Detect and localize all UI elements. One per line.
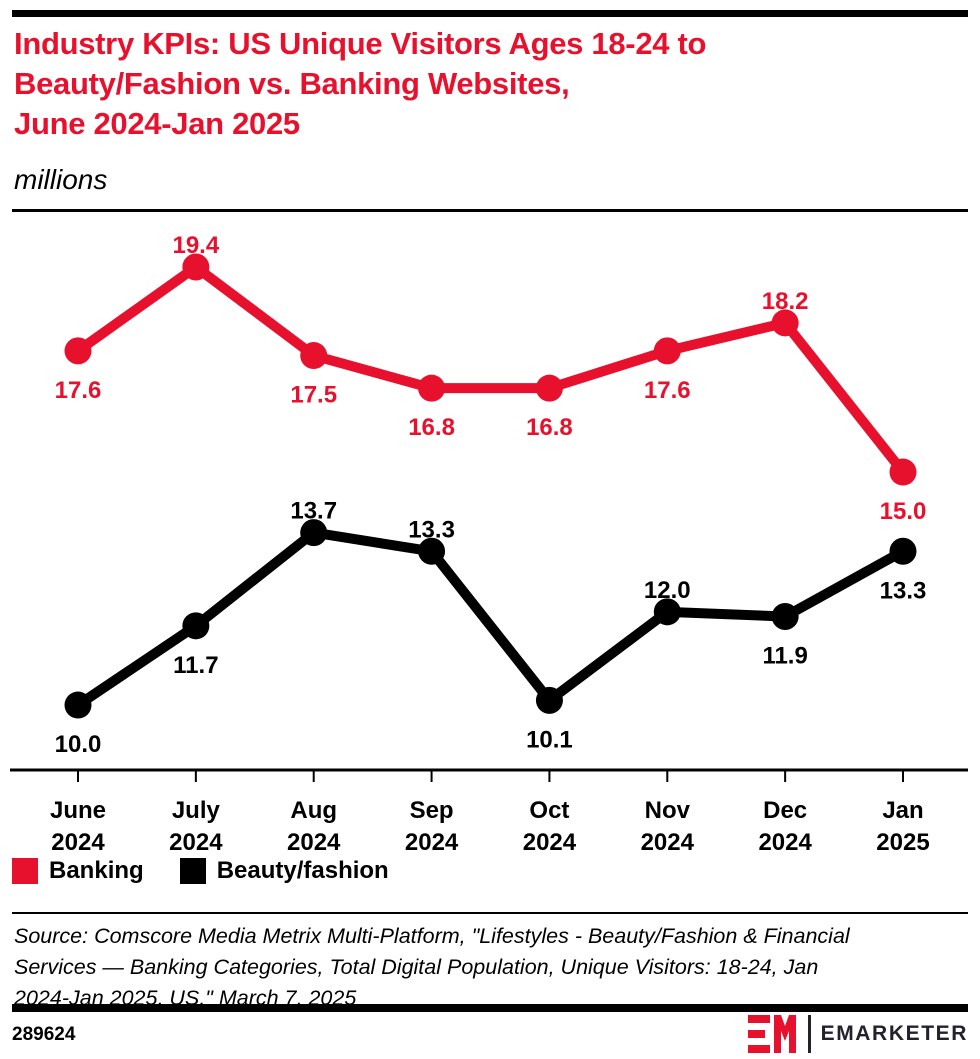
data-label: 17.5 xyxy=(290,382,337,409)
data-label: 13.7 xyxy=(290,498,337,525)
data-point xyxy=(418,374,446,402)
data-point xyxy=(182,612,210,640)
x-axis-label-month: June xyxy=(50,797,106,824)
data-label: 12.0 xyxy=(644,577,691,604)
data-point xyxy=(535,374,563,402)
data-label: 11.9 xyxy=(762,643,807,670)
emarketer-logo-mark xyxy=(748,1015,797,1053)
data-label: 16.8 xyxy=(408,414,455,441)
title-line-1: Industry KPIs: US Unique Visitors Ages 1… xyxy=(14,26,707,61)
source-line-2: Services — Banking Categories, Total Dig… xyxy=(14,955,819,979)
x-axis-label-month: Jan xyxy=(882,797,923,824)
x-axis-label-month: July xyxy=(172,797,221,824)
data-point xyxy=(300,342,328,370)
data-label: 15.0 xyxy=(880,498,927,525)
x-axis-label-year: 2024 xyxy=(641,829,695,856)
data-label: 17.6 xyxy=(644,377,691,404)
data-label: 18.2 xyxy=(762,288,809,315)
x-axis-label-year: 2024 xyxy=(758,829,812,856)
legend-label: Beauty/fashion xyxy=(216,857,389,884)
x-axis-label-year: 2024 xyxy=(405,829,459,856)
title-line-2: Beauty/Fashion vs. Banking Websites, xyxy=(14,66,570,101)
x-axis-label-month: Dec xyxy=(763,797,807,824)
chart-title: Industry KPIs: US Unique Visitors Ages 1… xyxy=(14,24,706,144)
legend-item-beauty-fashion: Beauty/fashion xyxy=(179,857,389,885)
data-point xyxy=(535,686,563,714)
data-point xyxy=(889,537,917,565)
chart-id: 289624 xyxy=(12,1024,76,1045)
header-divider xyxy=(12,209,968,212)
data-point xyxy=(64,691,92,719)
logo-divider xyxy=(808,1015,811,1053)
data-label: 19.4 xyxy=(172,232,219,259)
legend-item-banking: Banking xyxy=(12,857,144,885)
legend-swatch xyxy=(12,858,38,884)
data-label: 16.8 xyxy=(526,414,573,441)
data-point xyxy=(64,337,92,365)
source-divider xyxy=(12,912,968,914)
x-axis-label-year: 2024 xyxy=(169,829,223,856)
data-label: 13.3 xyxy=(880,577,927,604)
legend-label: Banking xyxy=(49,857,144,884)
data-point xyxy=(300,519,328,547)
data-label: 11.7 xyxy=(173,652,218,679)
source-text: Source: Comscore Media Metrix Multi-Plat… xyxy=(14,921,964,1014)
x-axis-label-year: 2024 xyxy=(287,829,341,856)
data-point xyxy=(653,337,681,365)
series-line-beauty-fashion xyxy=(73,527,908,711)
data-point xyxy=(418,537,446,565)
data-point xyxy=(771,603,799,630)
data-label: 10.0 xyxy=(55,731,102,758)
x-axis-label-month: Sep xyxy=(410,797,454,824)
line-chart: June 2024 July 2024 Aug 2024 Sep 2024 Oct 2024 Nov… xyxy=(10,232,968,856)
data-point xyxy=(653,598,681,626)
data-label: 17.6 xyxy=(55,377,102,404)
emarketer-logo: EMARKETER xyxy=(748,1014,968,1054)
x-axis-label-month: Aug xyxy=(290,797,337,824)
data-label: 10.1 xyxy=(526,726,573,753)
chart-legend: Banking Beauty/fashion xyxy=(12,857,389,885)
data-point xyxy=(771,309,799,337)
series-line-banking xyxy=(73,262,908,478)
data-point xyxy=(889,458,917,486)
x-axis-label-year: 2024 xyxy=(51,829,105,856)
x-axis-label-month: Oct xyxy=(529,797,569,824)
x-axis-label-year: 2024 xyxy=(523,829,577,856)
data-label: 13.3 xyxy=(408,516,455,543)
data-point xyxy=(182,253,210,281)
emarketer-wordmark: EMARKETER xyxy=(820,1022,968,1045)
top-accent-bar xyxy=(12,10,968,17)
x-axis-label-year: 2025 xyxy=(876,829,929,856)
source-line-1: Source: Comscore Media Metrix Multi-Plat… xyxy=(14,924,850,948)
title-line-3: June 2024-Jan 2025 xyxy=(14,106,300,141)
chart-unit-subtitle: millions xyxy=(14,164,108,195)
x-axis-label-month: Nov xyxy=(645,797,691,824)
legend-swatch xyxy=(179,858,206,884)
footer-accent-bar xyxy=(12,1004,968,1012)
